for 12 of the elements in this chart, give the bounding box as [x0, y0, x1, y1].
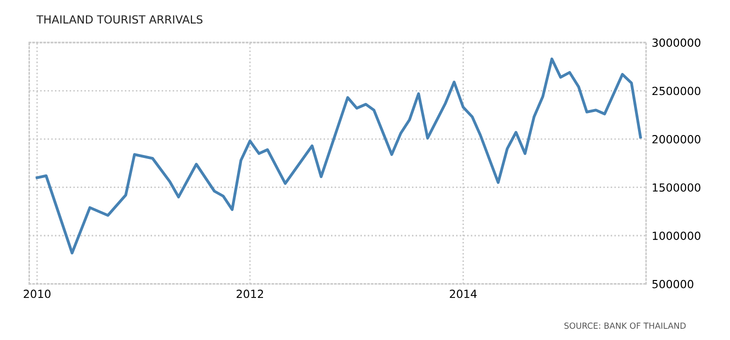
chart-title: THAILAND TOURIST ARRIVALS — [36, 15, 202, 24]
source-note: SOURCE: BANK OF THAILAND — [564, 322, 686, 329]
x-tick-label: 2010 — [24, 290, 50, 298]
y-tick-label: 3000000 — [652, 38, 700, 47]
x-tick-label: 2012 — [236, 290, 264, 298]
x-tick-label: 2014 — [450, 290, 477, 298]
y-tick-label: 1000000 — [652, 232, 700, 240]
y-tick-label: 1500000 — [652, 183, 700, 192]
y-tick-label: 500000 — [652, 280, 694, 288]
y-tick-label: 2000000 — [652, 135, 700, 144]
y-tick-label: 2500000 — [652, 86, 700, 96]
line-series — [36, 58, 642, 254]
